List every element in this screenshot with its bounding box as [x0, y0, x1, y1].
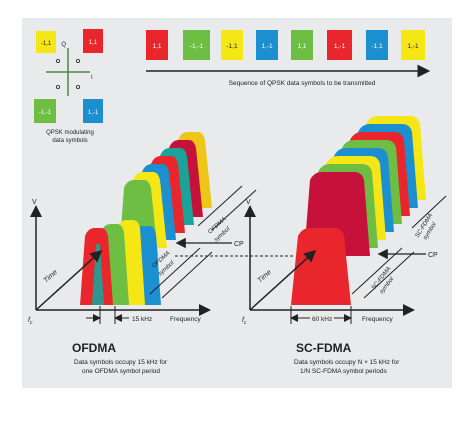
constellation-point	[56, 85, 61, 90]
sequence-box	[221, 30, 243, 60]
sequence-label: -1,1	[226, 43, 238, 50]
symbol-label: -1,1	[41, 41, 52, 47]
ofdma-description: Data symbols occupy 15 kHz for	[74, 359, 168, 366]
symbol-sequence: 1,1 -1,-1 -1,1 1,-1 1,1 1,-1 -1,1 1,-1 S…	[146, 30, 431, 87]
symbol-box-minus1-1	[36, 31, 56, 53]
symbol-label: 1,1	[89, 40, 98, 46]
scfdma-description: 1/N SC-FDMA symbol periods	[300, 368, 387, 375]
scfdma-subcarrier-block	[291, 228, 351, 305]
ofdma-fc-label: fc	[28, 317, 33, 326]
constellation-caption: QPSK modulating	[46, 130, 94, 136]
scfdma-description: Data symbols occupy N × 15 kHz for	[294, 359, 400, 366]
constellation-point	[76, 85, 81, 90]
sequence-label: -1,1	[371, 43, 383, 50]
ofdma-description: one OFDMA symbol period	[82, 368, 160, 375]
sequence-box	[146, 30, 168, 60]
ofdma-symbol-marker	[161, 251, 213, 299]
ofdma-time-axis	[35, 249, 103, 311]
ofdma-cp-label: CP	[234, 241, 244, 248]
sequence-box	[291, 30, 313, 60]
ofdma-panel: V Time fc OFDMA symbol OFDMA symbol CP 1…	[28, 132, 257, 375]
scfdma-time-axis	[249, 249, 317, 311]
symbol-box-minus1-minus1	[34, 99, 56, 123]
scfdma-symbol-marker	[363, 251, 415, 299]
scfdma-panel: V Time fc SC-FDMA symbol SC-FDMA symbol …	[242, 116, 447, 375]
scfdma-frequency-label: Frequency	[362, 316, 393, 323]
sequence-caption: Sequence of QPSK data symbols to be tran…	[229, 80, 376, 87]
ofdma-bandwidth-label: 15 kHz	[132, 316, 152, 323]
sequence-label: 1,-1	[334, 43, 346, 50]
ofdma-symbol-marker	[211, 189, 257, 231]
sequence-box	[401, 30, 425, 60]
ofdma-frequency-label: Frequency	[170, 316, 201, 323]
symbol-box-1-minus1	[83, 99, 103, 123]
sequence-box	[366, 30, 388, 60]
constellation-caption: data symbols	[52, 138, 87, 144]
ofdma-title: OFDMA	[72, 341, 116, 355]
scfdma-bandwidth-label: 60 kHz	[312, 316, 332, 323]
sequence-box	[183, 30, 210, 60]
sequence-label: 1,1	[297, 43, 306, 50]
sequence-label: 1,-1	[407, 43, 419, 50]
sequence-box	[256, 30, 278, 60]
symbol-label: 1,-1	[88, 110, 99, 116]
scfdma-title: SC-FDMA	[296, 341, 352, 355]
symbol-label: -1,-1	[39, 110, 52, 116]
constellation-point	[56, 59, 61, 64]
scfdma-fc-label: fc	[242, 317, 247, 326]
constellation-point	[76, 59, 81, 64]
sequence-box	[327, 30, 352, 60]
scfdma-symbol-marker	[411, 195, 447, 229]
qpsk-constellation: Q I -1,1 1,1 -1,-1 1,-1 QPSK modulating …	[34, 29, 103, 144]
i-axis-label: I	[91, 75, 93, 81]
ofdma-guide-line	[35, 285, 63, 311]
symbol-box-1-1	[83, 29, 103, 53]
sequence-label: 1,1	[152, 43, 161, 50]
ofdma-v-label: V	[32, 199, 37, 206]
ofdma-symbol-marker	[197, 185, 243, 227]
scfdma-v-label: V	[246, 199, 251, 206]
scfdma-symbol-marker	[351, 247, 403, 295]
sequence-label: 1,-1	[261, 43, 273, 50]
scfdma-cp-label: CP	[428, 252, 438, 259]
sequence-label: -1,-1	[190, 43, 204, 50]
q-axis-label: Q	[61, 42, 66, 48]
